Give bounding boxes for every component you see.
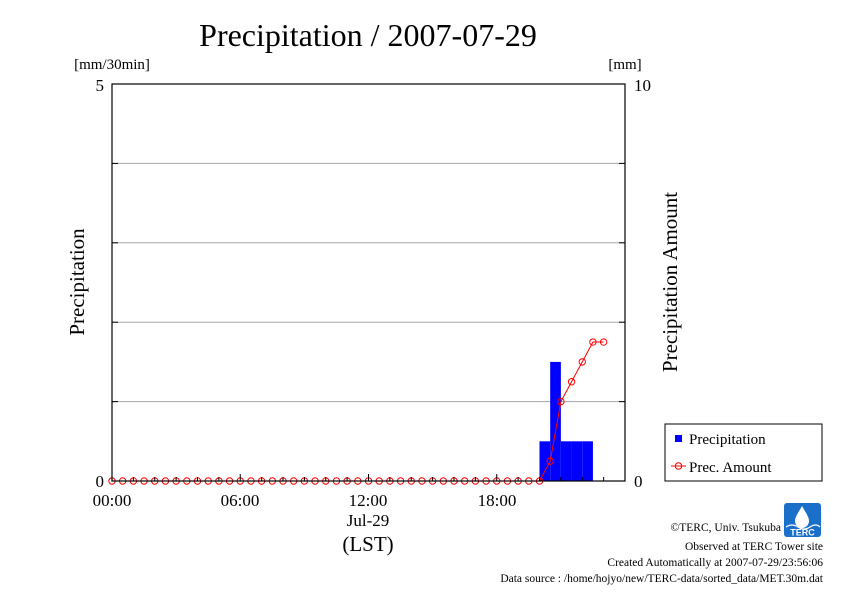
legend-amount-marker [674,462,683,470]
x-date-label: Jul-29 [347,511,390,530]
terc-logo: TERC [784,503,821,538]
amount-point [557,397,565,406]
amount-point [599,338,608,346]
axis-ticks [111,83,626,482]
amount-point [546,457,554,465]
legend-amount-label: Prec. Amount [689,460,772,476]
y2-axis-unit: [mm] [608,57,641,73]
amount-point [567,378,576,386]
precipitation-bar [582,441,593,481]
terc-logo-text: TERC [790,528,815,538]
footer-observed: Observed at TERC Tower site [685,541,823,553]
footer-copyright: ©TERC, Univ. Tsukuba [671,522,781,534]
legend-box [664,423,823,482]
x-tick-label-1200: 12:00 [349,491,388,510]
x-tick-label-1800: 18:00 [478,491,517,510]
y2-axis-title: Precipitation Amount [658,192,682,372]
y2-tick-label-max: 10 [634,76,651,95]
precipitation-amount-line [108,338,608,485]
legend-precipitation-swatch [675,435,682,442]
y-tick-label-max: 5 [96,76,105,95]
chart-title: Precipitation / 2007-07-29 [199,17,537,53]
precipitation-bar [560,441,572,481]
x-tick-label-0000: 00:00 [93,491,132,510]
y-tick-label-min: 0 [96,472,105,491]
plot-frame [111,83,626,482]
precipitation-bar [550,361,561,481]
amount-point [589,338,597,346]
y-axis-title: Precipitation [65,228,89,336]
y2-tick-label-min: 0 [634,472,643,491]
x-tick-label-0600: 06:00 [221,491,260,510]
legend-precipitation-label: Precipitation [689,432,766,448]
x-axis-caption: (LST) [342,532,393,556]
legend: Precipitation Prec. Amount [664,423,823,482]
y-axis-unit: [mm/30min] [74,57,150,73]
precipitation-bars [539,361,593,481]
precipitation-bar [539,441,551,481]
amount-point [578,358,586,366]
amount-line-path [112,341,604,482]
gridlines [112,162,625,403]
precipitation-bar [571,441,583,481]
footer-created: Created Automatically at 2007-07-29/23:5… [607,557,823,569]
footer-source: Data source : /home/hojyo/new/TERC-data/… [500,573,823,585]
